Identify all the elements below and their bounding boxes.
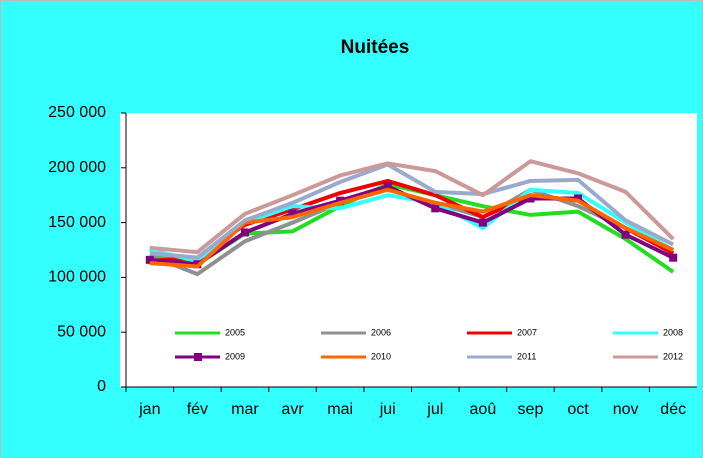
x-tick-label: jui [379, 401, 396, 418]
series-marker [288, 209, 297, 218]
legend-label: 2006 [371, 327, 391, 337]
chart-title: Nuitées [341, 37, 410, 58]
y-tick-label: 50 000 [57, 323, 106, 340]
x-tick-label: jul [426, 401, 443, 418]
series-marker [431, 204, 440, 213]
series-line [149, 187, 675, 269]
x-tick-label: mai [327, 401, 353, 418]
x-tick-label: avr [281, 401, 304, 418]
x-tick-label: sep [518, 401, 544, 418]
series-marker [621, 230, 630, 239]
legend-marker [194, 353, 202, 361]
legend-label: 2007 [517, 327, 537, 337]
legend-label: 2010 [371, 351, 391, 361]
series-marker [574, 194, 583, 203]
legend-label: 2012 [663, 351, 683, 361]
x-tick-label: fév [187, 401, 208, 418]
series-marker [383, 182, 392, 191]
series-marker [240, 228, 249, 237]
y-tick-label: 100 000 [48, 269, 106, 286]
x-tick-label: nov [613, 401, 639, 418]
series-line [149, 162, 675, 260]
y-tick-label: 200 000 [48, 159, 106, 176]
x-tick-label: jan [138, 401, 160, 418]
series-marker [669, 253, 678, 262]
series-line [149, 159, 675, 255]
legend-label: 2009 [225, 351, 245, 361]
y-tick-label: 0 [97, 378, 106, 395]
series-marker [145, 255, 154, 264]
y-tick-label: 150 000 [48, 214, 106, 231]
x-tick-label: oct [567, 401, 589, 418]
y-tick-label: 250 000 [48, 104, 106, 121]
legend-label: 2005 [225, 327, 245, 337]
series-marker [478, 218, 487, 227]
series-marker [526, 194, 535, 203]
legend-label: 2008 [663, 327, 683, 337]
x-tick-label: déc [660, 401, 686, 418]
series-marker [336, 196, 345, 205]
x-tick-label: mar [231, 401, 259, 418]
legend-label: 2011 [517, 351, 536, 361]
x-tick-label: aoû [470, 401, 497, 418]
